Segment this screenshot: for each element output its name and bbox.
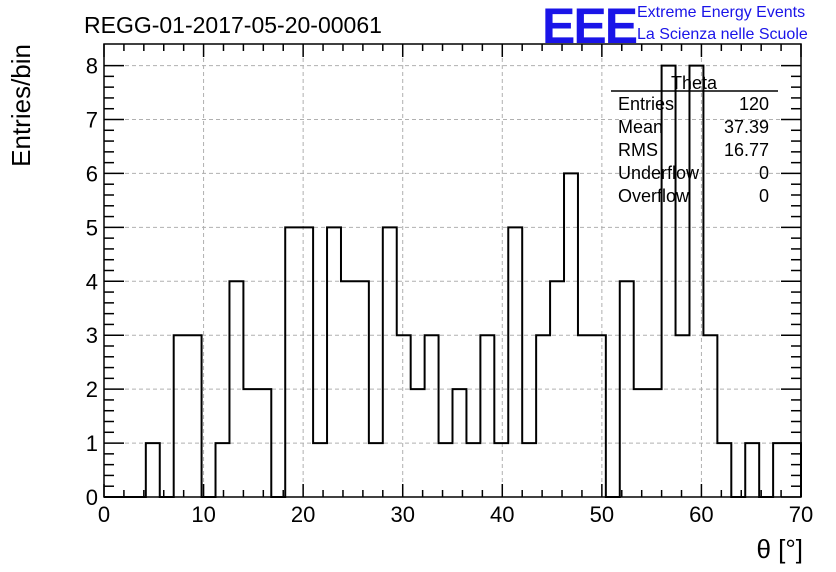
y-tick-label: 2	[86, 377, 98, 402]
axis-ticks	[103, 44, 802, 498]
x-tick-label: 40	[490, 502, 514, 527]
eee-logo: EEE Extreme Energy Events La Scienza nel…	[542, 0, 808, 54]
stats-box: Theta Entries 120 Mean 37.39 RMS 16.77 Underfl…	[611, 73, 778, 206]
x-tick-label: 10	[191, 502, 215, 527]
y-tick-label: 7	[86, 108, 98, 133]
y-axis-title: Entries/bin	[6, 44, 36, 167]
x-axis-title: θ [°]	[756, 534, 803, 564]
logo-line-1: Extreme Energy Events	[637, 4, 805, 21]
y-tick-label: 6	[86, 161, 98, 186]
stats-value: 120	[739, 94, 769, 114]
x-tick-label: 30	[390, 502, 414, 527]
y-tick-labels: 0 1 2 3 4 5 6 7 8	[86, 54, 98, 510]
x-tick-label: 70	[789, 502, 813, 527]
x-tick-label: 0	[98, 502, 110, 527]
chart-title: REGG-01-2017-05-20-00061	[84, 12, 382, 38]
y-tick-label: 3	[86, 323, 98, 348]
y-tick-label: 5	[86, 215, 98, 240]
x-tick-label: 60	[689, 502, 713, 527]
x-tick-label: 20	[291, 502, 315, 527]
stats-title: Theta	[671, 73, 718, 93]
stats-label: Overflow	[618, 186, 690, 206]
logo-line-2: La Scienza nelle Scuole	[637, 26, 808, 43]
histogram-outline	[104, 64, 802, 498]
stats-label: Mean	[618, 117, 663, 137]
stats-value: 0	[759, 186, 769, 206]
stats-value: 0	[759, 163, 769, 183]
logo-mark: EEE	[542, 0, 637, 54]
y-tick-label: 4	[86, 269, 98, 294]
stats-label: Underflow	[618, 163, 700, 183]
stats-value: 16.77	[724, 140, 769, 160]
y-tick-label: 1	[86, 431, 98, 456]
y-tick-label: 0	[86, 485, 98, 510]
y-tick-label: 8	[86, 54, 98, 79]
x-tick-labels: 0 10 20 30 40 50 60 70	[98, 502, 813, 527]
stats-label: RMS	[618, 140, 658, 160]
stats-rows: Entries 120 Mean 37.39 RMS 16.77 Underflow 0 Ove…	[618, 94, 769, 206]
grid-lines	[104, 44, 801, 497]
x-tick-label: 50	[590, 502, 614, 527]
stats-value: 37.39	[724, 117, 769, 137]
stats-label: Entries	[618, 94, 674, 114]
